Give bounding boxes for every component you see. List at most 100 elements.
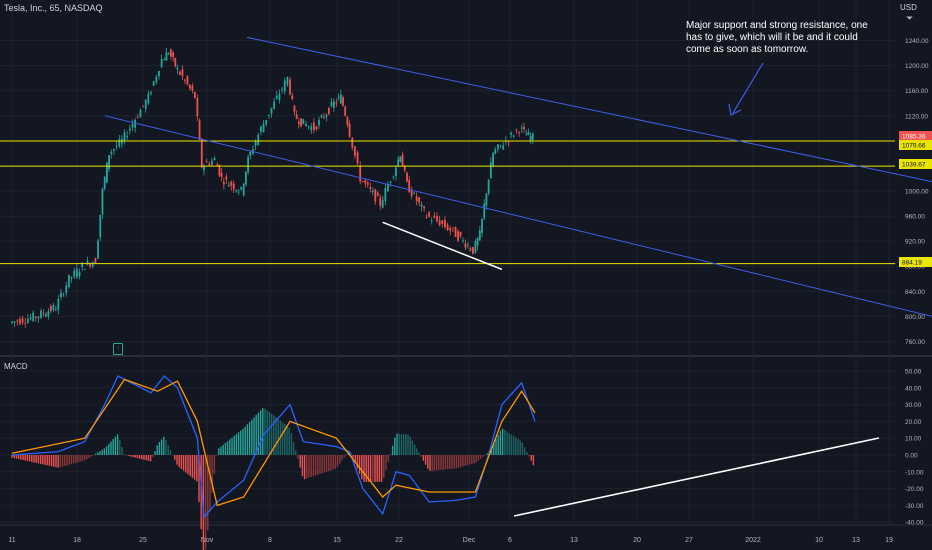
macd-histogram-bar xyxy=(200,455,202,530)
candle-body xyxy=(101,188,104,215)
x-tick-label: Dec xyxy=(463,537,476,544)
candle-body xyxy=(86,260,89,265)
macd-histogram-bar xyxy=(372,455,374,482)
candle-body xyxy=(494,149,497,154)
macd-histogram-bar xyxy=(264,408,266,455)
candle-body xyxy=(413,192,416,194)
macd-histogram-bar xyxy=(42,455,44,465)
macd-histogram-bar xyxy=(165,440,167,455)
candle-body xyxy=(99,214,102,238)
macd-histogram-bar xyxy=(17,455,20,460)
candle-body xyxy=(245,171,247,185)
candle-body xyxy=(428,212,430,217)
macd-histogram-bar xyxy=(37,455,40,464)
candle-body xyxy=(134,120,137,128)
candle-body xyxy=(198,120,201,140)
macd-histogram-bar xyxy=(127,455,130,456)
x-tick-label: 25 xyxy=(139,537,147,544)
x-tick-label: 19 xyxy=(885,537,893,544)
macd-histogram-bar xyxy=(446,455,449,470)
price-tag xyxy=(899,131,932,141)
candle-body xyxy=(330,102,333,107)
candle-body xyxy=(464,243,467,248)
macd-histogram-bar xyxy=(512,436,515,455)
macd-trend-line xyxy=(513,437,880,517)
macd-histogram-bar xyxy=(31,455,33,462)
candle-body xyxy=(65,285,68,293)
candle-body xyxy=(193,91,196,98)
candle-body xyxy=(449,228,452,231)
macd-histogram-bar xyxy=(99,451,101,455)
candle-body xyxy=(172,52,174,58)
macd-histogram-bar xyxy=(477,455,480,461)
price-tag-label: 884.19 xyxy=(902,260,922,267)
candle-body xyxy=(220,172,223,177)
macd-histogram-bar xyxy=(97,452,99,455)
candle-body xyxy=(216,164,219,167)
macd-histogram-bar xyxy=(116,434,119,455)
macd-axis-label: 20.00 xyxy=(905,419,922,426)
macd-histogram-bar xyxy=(156,445,158,455)
macd-histogram-bar xyxy=(482,455,484,458)
candle-body xyxy=(203,165,205,171)
candle-body xyxy=(136,117,139,119)
candle-body xyxy=(436,216,438,222)
macd-histogram-bar xyxy=(130,455,132,457)
macd-histogram-bar xyxy=(471,455,473,465)
candle-body xyxy=(265,120,268,125)
candle-body xyxy=(150,92,152,94)
macd-histogram-bar xyxy=(13,455,15,459)
candle-body xyxy=(430,220,433,222)
macd-histogram-bar xyxy=(101,449,103,455)
macd-histogram-bar xyxy=(343,455,345,458)
dividend-flag-icon[interactable]: ↑ xyxy=(113,343,123,355)
candle-body xyxy=(176,67,179,70)
candle-body xyxy=(26,318,29,323)
candle-body xyxy=(211,160,213,165)
candle-body xyxy=(318,119,320,126)
price-axis-label: 1240.00 xyxy=(905,38,929,45)
macd-histogram-bar xyxy=(231,437,233,455)
price-axis-label: 1160.00 xyxy=(905,88,928,95)
macd-histogram-bar xyxy=(229,439,231,455)
macd-histogram-bar xyxy=(178,455,180,468)
macd-histogram-bar xyxy=(114,436,117,455)
x-tick-label: 13 xyxy=(852,537,860,544)
macd-histogram-bar xyxy=(387,455,389,462)
macd-histogram-bar xyxy=(383,455,385,478)
macd-histogram-bar xyxy=(273,415,275,455)
macd-histogram-bar xyxy=(270,413,273,455)
candle-body xyxy=(310,126,313,131)
macd-histogram-bar xyxy=(110,441,112,455)
candle-body xyxy=(295,114,298,119)
macd-histogram-bar xyxy=(215,454,218,456)
macd-histogram-bar xyxy=(182,455,185,471)
macd-histogram-bar xyxy=(81,455,84,462)
annotation-arrow-line xyxy=(732,62,764,114)
candle-body xyxy=(281,88,283,90)
macd-histogram-bar xyxy=(290,433,293,455)
candle-body xyxy=(403,166,406,171)
macd-histogram-bar xyxy=(288,427,290,455)
upper-trendline xyxy=(246,36,932,183)
candle-body xyxy=(242,183,245,196)
macd-histogram-bar xyxy=(266,410,268,455)
candle-body xyxy=(47,311,50,317)
candle-body xyxy=(510,132,513,135)
macd-histogram-bar xyxy=(83,455,86,461)
macd-histogram-bar xyxy=(26,455,29,462)
price-axis-label: 800.00 xyxy=(905,314,925,321)
candle-body xyxy=(323,117,325,118)
candle-body xyxy=(459,231,462,237)
alert-bell-icon[interactable]: ⏷ xyxy=(906,13,914,23)
candle-body xyxy=(454,226,457,237)
price-axis-label: 840.00 xyxy=(905,289,925,296)
price-tag-label: 1079.66 xyxy=(902,143,926,150)
macd-axis-label: 30.00 xyxy=(905,402,922,409)
macd-histogram-bar xyxy=(213,455,216,474)
macd-histogram-bar xyxy=(268,411,271,455)
candle-body xyxy=(57,299,60,310)
macd-histogram-bar xyxy=(237,432,240,455)
